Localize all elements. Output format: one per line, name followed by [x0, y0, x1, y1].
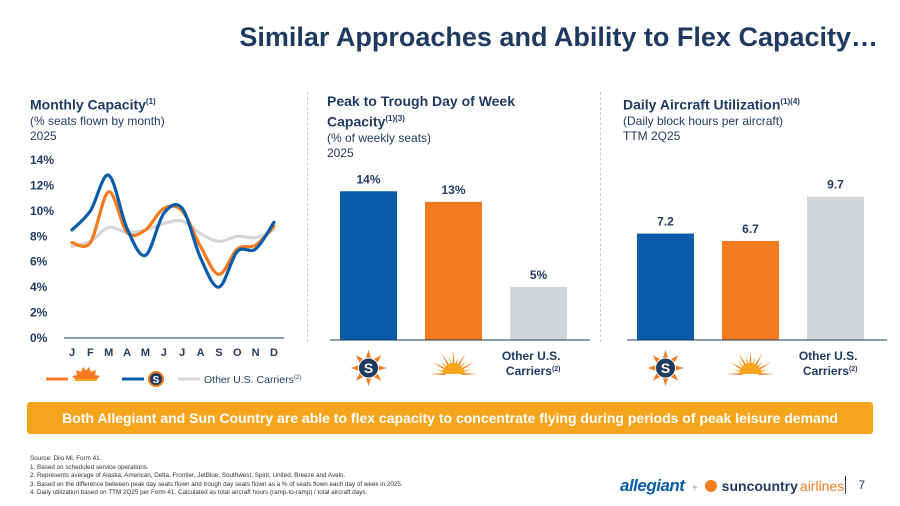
y-tick-label: 10%	[30, 204, 54, 218]
x-tick-label: J	[69, 347, 75, 359]
footnote-4: 4. Daily utilization based on TTM 2Q25 p…	[30, 489, 368, 497]
utilization-chart: 7.2 6.7 9.7 S Other U.S.Carriers(2)	[627, 178, 887, 386]
panel-divider-1	[307, 92, 308, 342]
x-tick-label: M	[141, 347, 150, 359]
peak-trough-header: Peak to Trough Day of Week Capacity(1)(3…	[327, 93, 515, 161]
bar-value-label: 5%	[530, 268, 548, 282]
peak-trough-year: 2025	[327, 145, 354, 160]
suncountry-logo-icon	[705, 480, 718, 492]
allegiant-sun-icon	[429, 350, 478, 376]
legend-other-label: Other U.S. Carriers(2)	[204, 374, 301, 386]
svg-text:S: S	[153, 375, 160, 386]
monthly-capacity-legend: S Other U.S. Carriers(2)	[46, 367, 301, 387]
bar-value-label: 6.7	[742, 222, 759, 236]
bar-other-u-s-carriers	[807, 196, 864, 340]
monthly-capacity-heading: Monthly Capacity(1)	[30, 96, 156, 113]
other-carriers-label-line2: Carriers(2)	[803, 364, 858, 378]
utilization-header: Daily Aircraft Utilization(1)(4) (Daily …	[623, 93, 800, 144]
suncountry-logo-airlines: airlines	[799, 478, 845, 494]
y-tick-label: 12%	[30, 178, 54, 192]
monthly-capacity-chart: 0%2%4%6%8%10%12%14%J F M A M J J A S O N D	[30, 153, 284, 359]
bar-value-label: 7.2	[657, 215, 674, 229]
suncountry-logo-icon: S	[647, 350, 684, 386]
x-tick-label: F	[87, 347, 94, 359]
page-number: 7	[858, 478, 865, 492]
svg-text:S: S	[364, 360, 373, 376]
y-tick-label: 0%	[30, 331, 48, 345]
other-carriers-label-line2: Carriers(2)	[506, 364, 561, 378]
other-carriers-label-line1: Other U.S.	[799, 349, 858, 363]
bar-other-u-s-carriers	[510, 286, 567, 340]
bar-allegiant	[425, 201, 482, 340]
bar-sun-country	[340, 191, 397, 340]
x-tick-label: N	[252, 347, 260, 359]
x-tick-label: O	[233, 347, 242, 359]
y-tick-label: 6%	[30, 255, 48, 269]
allegiant-sun-icon	[726, 350, 775, 376]
bar-allegiant	[722, 240, 779, 340]
summary-banner: Both Allegiant and Sun Country are able …	[27, 402, 873, 434]
x-tick-label: M	[104, 347, 113, 359]
monthly-capacity-header: Monthly Capacity(1) (% seats flown by mo…	[30, 93, 165, 144]
bar-sun-country	[637, 233, 694, 340]
utilization-period: TTM 2Q25	[623, 128, 681, 143]
panel-divider-2	[600, 92, 601, 342]
x-tick-label: A	[197, 347, 205, 359]
brand-lockup: allegiant + suncountry airlines	[620, 476, 844, 496]
brand-plus: +	[691, 483, 698, 494]
footnote-2: 2. Represents average of Alaska, America…	[30, 472, 346, 480]
x-tick-label: A	[123, 347, 131, 359]
y-tick-label: 8%	[30, 229, 48, 243]
peak-trough-heading-line1: Peak to Trough Day of Week	[327, 93, 516, 109]
footnotes: Source: Diio Mi, Form 41. 1. Based on sc…	[30, 455, 403, 498]
suncountry-logo-country: country	[746, 478, 798, 494]
monthly-capacity-year: 2025	[30, 128, 57, 143]
peak-trough-chart: 14% 13% 5% S Other U.S.Carriers(2)	[330, 172, 590, 386]
bar-value-label: 14%	[356, 172, 380, 186]
peak-trough-heading-line2: Capacity(1)(3)	[327, 113, 405, 130]
allegiant-logo: allegiant	[620, 476, 685, 495]
suncountry-logo-sun: sun	[721, 478, 747, 494]
y-tick-label: 4%	[30, 280, 48, 294]
page-title: Similar Approaches and Ability to Flex C…	[239, 22, 878, 52]
bar-value-label: 13%	[441, 183, 465, 197]
x-tick-label: J	[161, 347, 167, 359]
legend-allegiant-sun-icon	[72, 367, 100, 381]
peak-trough-subtitle: (% of weekly seats)	[327, 130, 432, 145]
footnote-source: Source: Diio Mi, Form 41.	[30, 455, 102, 462]
series-line-sun-country	[70, 173, 276, 289]
y-tick-label: 14%	[30, 153, 54, 167]
monthly-capacity-subtitle: (% seats flown by month)	[30, 113, 165, 128]
other-carriers-label-line1: Other U.S.	[502, 349, 561, 363]
x-tick-label: J	[179, 347, 185, 359]
series-line-other-u-s-carriers	[70, 218, 276, 249]
utilization-heading: Daily Aircraft Utilization(1)(4)	[623, 96, 800, 113]
suncountry-logo-icon: S	[350, 350, 387, 386]
x-tick-label: D	[270, 347, 278, 359]
utilization-subtitle: (Daily block hours per aircraft)	[623, 113, 784, 128]
y-tick-label: 2%	[30, 306, 48, 320]
footnote-1: 1. Based on scheduled service operations…	[30, 463, 149, 471]
legend-suncountry-logo-icon: S	[148, 371, 164, 387]
bar-value-label: 9.7	[827, 178, 844, 192]
footnote-3: 3. Based on the difference between peak …	[30, 480, 403, 488]
svg-text:S: S	[661, 360, 670, 376]
page-number-divider	[845, 476, 846, 494]
x-tick-label: S	[215, 347, 222, 359]
